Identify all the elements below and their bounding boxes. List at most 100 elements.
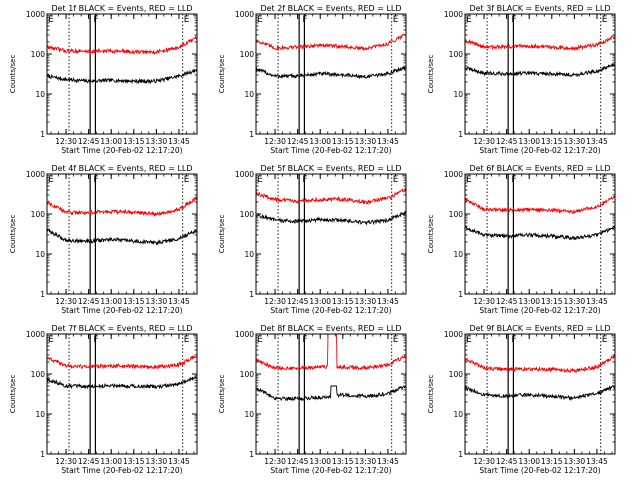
series-line-lld	[464, 354, 616, 374]
x-tick-label: 13:00	[309, 297, 331, 306]
x-tick-label: 13:00	[100, 457, 122, 466]
x-axis-label: Start Time (20-Feb-02 12:17:20)	[270, 146, 391, 155]
panel-title: Det 9f BLACK = Events, RED = LLD	[469, 324, 610, 333]
x-tick-label: 12:30	[473, 457, 495, 466]
x-tick-label: 13:45	[377, 297, 399, 306]
x-tick-label: 13:15	[123, 457, 145, 466]
panel-title: Det 3f BLACK = Events, RED = LLD	[469, 4, 610, 13]
x-tick-label: 13:30	[146, 457, 168, 466]
series-line-lld	[255, 33, 407, 51]
x-axis-label: Start Time (20-Feb-02 12:17:20)	[479, 306, 600, 315]
panel-title: Det 7f BLACK = Events, RED = LLD	[51, 324, 192, 333]
panel-title: Det 2f BLACK = Events, RED = LLD	[260, 4, 401, 13]
y-tick-label: 1000	[26, 10, 45, 19]
series-line-events	[255, 210, 407, 226]
x-tick-label: 12:45	[287, 457, 309, 466]
series-line-events	[255, 384, 407, 402]
y-tick-label: 10	[453, 410, 463, 419]
x-tick-label: 13:00	[518, 137, 540, 146]
x-tick-label: 13:45	[586, 297, 608, 306]
marker-label: E	[393, 335, 399, 345]
marker-label: F	[511, 175, 516, 185]
plot-frame	[46, 333, 198, 455]
marker-label: E	[257, 175, 263, 185]
x-axis-label: Start Time (20-Feb-02 12:17:20)	[270, 466, 391, 475]
x-axis-label: Start Time (20-Feb-02 12:17:20)	[270, 306, 391, 315]
x-tick-label: 12:30	[473, 137, 495, 146]
x-tick-label: 13:15	[541, 297, 563, 306]
y-tick-label: 1000	[26, 170, 45, 179]
x-tick-label: 13:45	[586, 137, 608, 146]
x-tick-label: 13:45	[377, 137, 399, 146]
marker-label: F	[302, 335, 307, 345]
marker-label: E	[602, 335, 608, 345]
x-tick-label: 13:15	[123, 137, 145, 146]
x-tick-label: 12:45	[287, 297, 309, 306]
x-axis-label: Start Time (20-Feb-02 12:17:20)	[61, 306, 182, 315]
y-axis-label: Counts/sec	[9, 375, 17, 414]
series-line-events	[46, 375, 198, 390]
panel-title: Det 5f BLACK = Events, RED = LLD	[260, 164, 401, 173]
panel-det-8: Det 8f BLACK = Events, RED = LLD Counts/s…	[218, 324, 407, 475]
marker-label: F	[511, 335, 516, 345]
panel-det-2: Det 2f BLACK = Events, RED = LLD Counts/s…	[218, 4, 407, 155]
x-tick-label: 12:45	[496, 137, 518, 146]
series-line-lld	[46, 195, 198, 217]
plot-frame	[46, 13, 198, 135]
x-tick-label: 12:30	[55, 457, 77, 466]
series-line-lld	[255, 187, 407, 206]
x-tick-label: 13:30	[146, 137, 168, 146]
x-tick-label: 12:45	[78, 137, 100, 146]
plot-frame	[46, 173, 198, 295]
y-tick-label: 1000	[235, 170, 254, 179]
x-tick-label: 12:45	[78, 457, 100, 466]
series-line-events	[46, 228, 198, 246]
x-tick-label: 13:45	[586, 457, 608, 466]
x-tick-label: 13:15	[332, 137, 354, 146]
marker-label: F	[302, 175, 307, 185]
series-line-events	[464, 225, 616, 241]
x-axis-label: Start Time (20-Feb-02 12:17:20)	[61, 146, 182, 155]
y-tick-label: 10	[244, 90, 254, 99]
x-tick-label: 12:30	[264, 457, 286, 466]
plot-frame	[464, 13, 616, 135]
y-axis-label: Counts/sec	[218, 375, 226, 414]
panel-title: Det 4f BLACK = Events, RED = LLD	[51, 164, 192, 173]
x-tick-label: 13:45	[168, 137, 190, 146]
marker-label: E	[466, 175, 472, 185]
x-tick-label: 12:45	[287, 137, 309, 146]
y-tick-label: 1000	[444, 10, 463, 19]
x-tick-label: 13:45	[377, 457, 399, 466]
y-tick-label: 1	[458, 450, 463, 459]
x-tick-label: 13:15	[123, 297, 145, 306]
x-tick-label: 12:30	[55, 137, 77, 146]
series-line-lld	[46, 355, 198, 371]
marker-label: E	[48, 15, 54, 25]
x-tick-label: 13:00	[309, 137, 331, 146]
y-tick-label: 100	[31, 210, 46, 219]
y-tick-label: 100	[240, 210, 255, 219]
x-tick-label: 13:00	[100, 137, 122, 146]
panel-det-5: Det 5f BLACK = Events, RED = LLD Counts/s…	[218, 164, 407, 315]
series-line-lld	[464, 35, 616, 52]
y-axis-label: Counts/sec	[9, 55, 17, 94]
marker-label: E	[257, 15, 263, 25]
y-tick-label: 1000	[235, 330, 254, 339]
y-tick-label: 1	[458, 130, 463, 139]
marker-label: E	[48, 335, 54, 345]
x-tick-label: 12:45	[78, 297, 100, 306]
x-tick-label: 13:15	[332, 297, 354, 306]
y-tick-label: 100	[240, 50, 255, 59]
panel-det-3: Det 3f BLACK = Events, RED = LLD Counts/s…	[427, 4, 616, 155]
x-tick-label: 12:30	[473, 297, 495, 306]
marker-label: E	[393, 15, 399, 25]
y-tick-label: 1	[249, 450, 254, 459]
y-axis-label: Counts/sec	[427, 55, 435, 94]
y-tick-label: 1000	[444, 330, 463, 339]
x-tick-label: 13:45	[168, 457, 190, 466]
y-tick-label: 100	[449, 50, 464, 59]
x-tick-label: 13:00	[309, 457, 331, 466]
panel-det-9: Det 9f BLACK = Events, RED = LLD Counts/s…	[427, 324, 616, 475]
x-axis-label: Start Time (20-Feb-02 12:17:20)	[61, 466, 182, 475]
